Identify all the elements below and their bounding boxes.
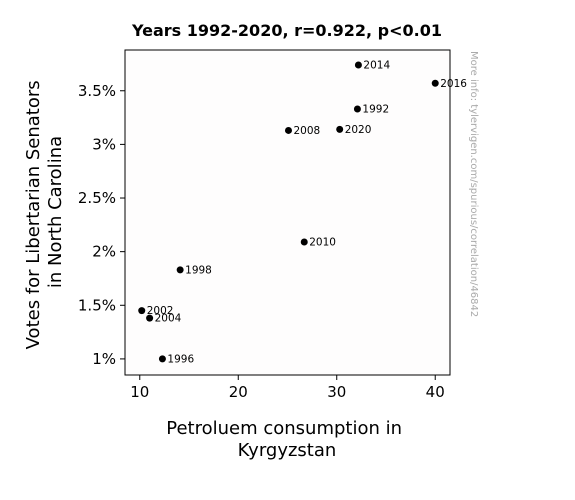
y-tick-label: 1% [92, 350, 116, 368]
x-axis-label-line-1: Petroluem consumption in [166, 418, 402, 439]
y-tick-label: 3.5% [78, 82, 116, 100]
y-axis: 1% 1.5% 2% 2.5% 3% 3.5% [78, 82, 125, 368]
x-axis-label-line-2: Kyrgyzstan [238, 440, 337, 461]
data-point-label: 1992 [362, 103, 389, 115]
y-tick-label: 1.5% [78, 296, 116, 314]
data-point-label: 2010 [309, 236, 336, 248]
y-axis-label: Votes for Libertarian Senators in North … [23, 75, 66, 350]
y-tick-label: 3% [92, 135, 116, 153]
data-point [336, 125, 344, 133]
data-point-label: 2020 [345, 124, 372, 136]
data-point [431, 79, 439, 87]
data-point-label: 2008 [293, 125, 320, 137]
data-point [146, 314, 154, 322]
data-point-label: 1998 [185, 264, 212, 276]
data-point-label: 2004 [155, 313, 182, 325]
source-note: More info: tylervigen.com/spurious/corre… [468, 51, 479, 317]
x-tick-label: 20 [229, 383, 248, 401]
data-point [353, 105, 361, 113]
data-point [176, 266, 184, 274]
data-point [300, 238, 308, 246]
y-axis-label-line-1: Votes for Libertarian Senators [23, 80, 44, 349]
y-tick-label: 2% [92, 243, 116, 261]
data-point-label: 1996 [167, 353, 194, 365]
x-axis-label: Petroluem consumption in Kyrgyzstan [166, 418, 408, 461]
plot-area [124, 49, 451, 376]
chart-title: Years 1992-2020, r=0.922, p<0.01 [131, 21, 442, 40]
data-point-label: 2002 [147, 305, 174, 317]
data-point [354, 61, 362, 69]
data-point-label: 2016 [440, 78, 467, 90]
data-point [158, 355, 166, 363]
y-axis-label-line-2: in North Carolina [45, 136, 66, 288]
x-tick-label: 40 [426, 383, 445, 401]
x-tick-label: 10 [130, 383, 149, 401]
x-tick-label: 30 [327, 383, 346, 401]
x-axis: 10 20 30 40 [130, 375, 445, 401]
data-point-label: 2014 [363, 60, 390, 72]
y-tick-label: 2.5% [78, 189, 116, 207]
data-point [138, 307, 146, 315]
data-point [284, 126, 292, 134]
